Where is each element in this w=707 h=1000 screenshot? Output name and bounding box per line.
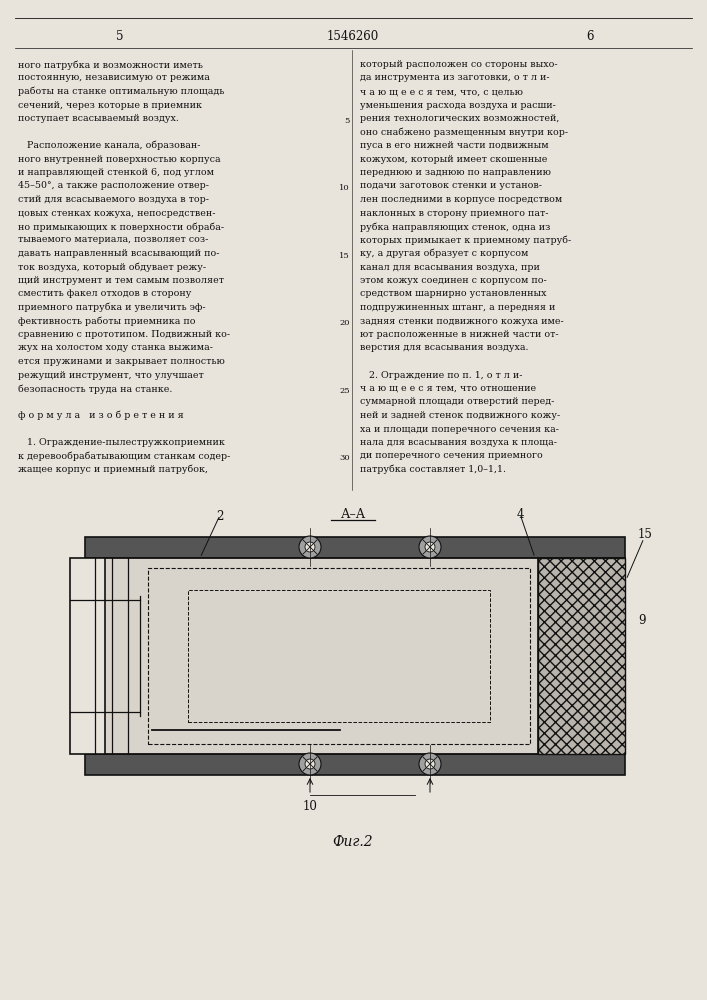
Text: кожухом, который имеет скошенные: кожухом, который имеет скошенные	[360, 154, 547, 163]
Text: подачи заготовок стенки и установ-: подачи заготовок стенки и установ-	[360, 182, 542, 190]
Text: оно снабжено размещенным внутри кор-: оно снабжено размещенным внутри кор-	[360, 127, 568, 137]
Text: 10: 10	[339, 184, 350, 192]
Text: ного внутренней поверхностью корпуса: ного внутренней поверхностью корпуса	[18, 154, 221, 163]
Text: стий для всасываемого воздуха в тор-: стий для всасываемого воздуха в тор-	[18, 195, 209, 204]
Text: 4: 4	[516, 508, 524, 521]
Bar	[70, 558, 105, 754]
Text: сравнению с прототипом. Подвижный ко-: сравнению с прототипом. Подвижный ко-	[18, 330, 230, 339]
Bar	[538, 558, 625, 754]
Text: приемного патрубка и увеличить эф-: приемного патрубка и увеличить эф-	[18, 303, 206, 312]
Text: 2: 2	[216, 510, 223, 523]
Bar	[148, 568, 530, 744]
Text: ней и задней стенок подвижного кожу-: ней и задней стенок подвижного кожу-	[360, 411, 560, 420]
Circle shape	[425, 759, 435, 769]
Text: ди поперечного сечения приемного: ди поперечного сечения приемного	[360, 452, 543, 460]
Circle shape	[419, 536, 441, 558]
Text: но примыкающих к поверхности обраба-: но примыкающих к поверхности обраба-	[18, 222, 224, 232]
Text: ха и площади поперечного сечения ка-: ха и площади поперечного сечения ка-	[360, 424, 559, 434]
Bar	[85, 558, 625, 754]
Text: сместить факел отходов в сторону: сместить факел отходов в сторону	[18, 290, 192, 298]
Text: ч а ю щ е е с я тем, что, с целью: ч а ю щ е е с я тем, что, с целью	[360, 87, 523, 96]
Text: который расположен со стороны выхо-: который расположен со стороны выхо-	[360, 60, 558, 69]
Text: да инструмента из заготовки, о т л и-: да инструмента из заготовки, о т л и-	[360, 74, 549, 83]
Text: 1546260: 1546260	[327, 30, 379, 43]
Text: 6: 6	[586, 30, 594, 43]
Bar	[85, 537, 625, 558]
Circle shape	[419, 753, 441, 775]
Text: пуса в его нижней части подвижным: пуса в его нижней части подвижным	[360, 141, 549, 150]
Text: ток воздуха, который обдувает режу-: ток воздуха, который обдувает режу-	[18, 262, 206, 272]
Text: жащее корпус и приемный патрубок,: жащее корпус и приемный патрубок,	[18, 465, 208, 475]
Text: этом кожух соединен с корпусом по-: этом кожух соединен с корпусом по-	[360, 276, 547, 285]
Text: наклонных в сторону приемного пат-: наклонных в сторону приемного пат-	[360, 209, 549, 218]
Text: задняя стенки подвижного кожуха име-: задняя стенки подвижного кожуха име-	[360, 316, 563, 326]
Text: которых примыкает к приемному патруб-: которых примыкает к приемному патруб-	[360, 235, 571, 245]
Circle shape	[305, 759, 315, 769]
Circle shape	[299, 753, 321, 775]
Text: нала для всасывания воздуха к площа-: нала для всасывания воздуха к площа-	[360, 438, 557, 447]
Text: ч а ю щ е е с я тем, что отношение: ч а ю щ е е с я тем, что отношение	[360, 384, 536, 393]
Text: и направляющей стенкой 6, под углом: и направляющей стенкой 6, под углом	[18, 168, 214, 177]
Circle shape	[305, 542, 315, 552]
Text: суммарной площади отверстий перед-: суммарной площади отверстий перед-	[360, 397, 554, 406]
Circle shape	[425, 542, 435, 552]
Text: фективность работы приемника по: фективность работы приемника по	[18, 316, 196, 326]
Text: А–А: А–А	[340, 508, 366, 521]
Text: верстия для всасывания воздуха.: верстия для всасывания воздуха.	[360, 344, 529, 353]
Text: безопасность труда на станке.: безопасность труда на станке.	[18, 384, 173, 393]
Bar	[188, 590, 490, 722]
Text: 2. Ограждение по п. 1, о т л и-: 2. Ограждение по п. 1, о т л и-	[360, 370, 522, 379]
Text: 20: 20	[339, 319, 350, 327]
Text: подпружиненных штанг, а передняя и: подпружиненных штанг, а передняя и	[360, 303, 556, 312]
Text: постоянную, независимую от режима: постоянную, независимую от режима	[18, 74, 210, 83]
Circle shape	[299, 536, 321, 558]
Text: поступает всасываемый воздух.: поступает всасываемый воздух.	[18, 114, 179, 123]
Text: цовых стенках кожуха, непосредствен-: цовых стенках кожуха, непосредствен-	[18, 209, 216, 218]
Text: ют расположенные в нижней части от-: ют расположенные в нижней части от-	[360, 330, 559, 339]
Text: ф о р м у л а   и з о б р е т е н и я: ф о р м у л а и з о б р е т е н и я	[18, 411, 184, 420]
Text: 25: 25	[339, 387, 350, 395]
Text: лен последними в корпусе посредством: лен последними в корпусе посредством	[360, 195, 562, 204]
Text: ку, а другая образует с корпусом: ку, а другая образует с корпусом	[360, 249, 528, 258]
Text: 30: 30	[339, 454, 350, 462]
Text: средством шарнирно установленных: средством шарнирно установленных	[360, 290, 547, 298]
Text: сечений, через которые в приемник: сечений, через которые в приемник	[18, 101, 202, 109]
Text: жух на холостом ходу станка выжима-: жух на холостом ходу станка выжима-	[18, 344, 213, 353]
Text: 5: 5	[344, 117, 350, 125]
Bar	[85, 754, 625, 775]
Text: уменьшения расхода воздуха и расши-: уменьшения расхода воздуха и расши-	[360, 101, 556, 109]
Text: ется пружинами и закрывает полностью: ется пружинами и закрывает полностью	[18, 357, 225, 366]
Text: канал для всасывания воздуха, при: канал для всасывания воздуха, при	[360, 262, 540, 271]
Text: 45–50°, а также расположение отвер-: 45–50°, а также расположение отвер-	[18, 182, 209, 190]
Text: 9: 9	[638, 613, 645, 626]
Text: 1. Ограждение-пылестружкоприемник: 1. Ограждение-пылестружкоприемник	[18, 438, 225, 447]
Text: рубка направляющих стенок, одна из: рубка направляющих стенок, одна из	[360, 222, 550, 232]
Text: работы на станке оптимальную площадь: работы на станке оптимальную площадь	[18, 87, 224, 97]
Text: 15: 15	[638, 528, 653, 542]
Text: режущий инструмент, что улучшает: режущий инструмент, что улучшает	[18, 370, 204, 379]
Text: 5: 5	[116, 30, 124, 43]
Text: рения технологических возможностей,: рения технологических возможностей,	[360, 114, 559, 123]
Text: переднюю и заднюю по направлению: переднюю и заднюю по направлению	[360, 168, 551, 177]
Text: давать направленный всасывающий по-: давать направленный всасывающий по-	[18, 249, 219, 258]
Text: 15: 15	[339, 252, 350, 260]
Text: Расположение канала, образован-: Расположение канала, образован-	[18, 141, 201, 150]
Text: тываемого материала, позволяет соз-: тываемого материала, позволяет соз-	[18, 235, 209, 244]
Text: Фиг.2: Фиг.2	[333, 835, 373, 849]
Text: ного патрубка и возможности иметь: ного патрубка и возможности иметь	[18, 60, 203, 70]
Text: щий инструмент и тем самым позволяет: щий инструмент и тем самым позволяет	[18, 276, 224, 285]
Text: патрубка составляет 1,0–1,1.: патрубка составляет 1,0–1,1.	[360, 465, 506, 475]
Text: 10: 10	[303, 800, 317, 813]
Text: к деревообрабатывающим станкам содер-: к деревообрабатывающим станкам содер-	[18, 452, 230, 461]
